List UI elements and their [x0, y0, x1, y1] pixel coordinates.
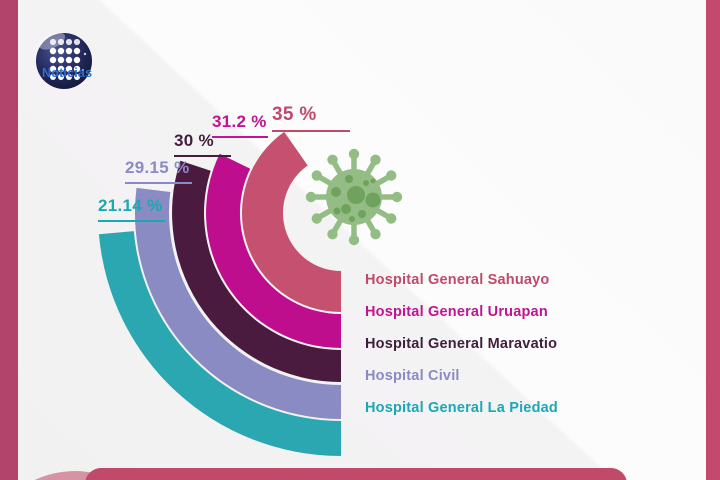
frame-right-bar [706, 0, 720, 480]
frame-left-bar [0, 0, 18, 480]
arc-segment-3 [134, 187, 341, 420]
legend-item-2: Hospital General Maravatio [365, 336, 558, 352]
legend-item-1: Hospital General Uruapan [365, 304, 548, 320]
logo-wordmark: Noticias [42, 66, 93, 80]
value-label-3: 29.15 % [125, 158, 192, 184]
legend-item-3: Hospital Civil [365, 368, 460, 384]
noticias-logo: Noticias [16, 14, 126, 89]
arc-segment-4 [98, 231, 342, 456]
legend-item-0: Hospital General Sahuayo [365, 272, 550, 288]
hospital-legend: Hospital General Sahuayo Hospital General… [365, 264, 558, 424]
bottom-banner [85, 468, 627, 480]
value-label-2: 30 % [174, 131, 231, 157]
value-label-4: 21.14 % [98, 196, 165, 222]
logo-globe [36, 32, 92, 89]
value-label-1: 31.2 % [212, 112, 268, 138]
coronavirus-icon [305, 148, 403, 246]
legend-item-4: Hospital General La Piedad [365, 400, 558, 416]
arc-segment-1 [206, 153, 341, 348]
value-label-0: 35 % [272, 104, 350, 132]
arc-segment-0 [241, 131, 341, 312]
logo-dot-grid [49, 38, 87, 80]
